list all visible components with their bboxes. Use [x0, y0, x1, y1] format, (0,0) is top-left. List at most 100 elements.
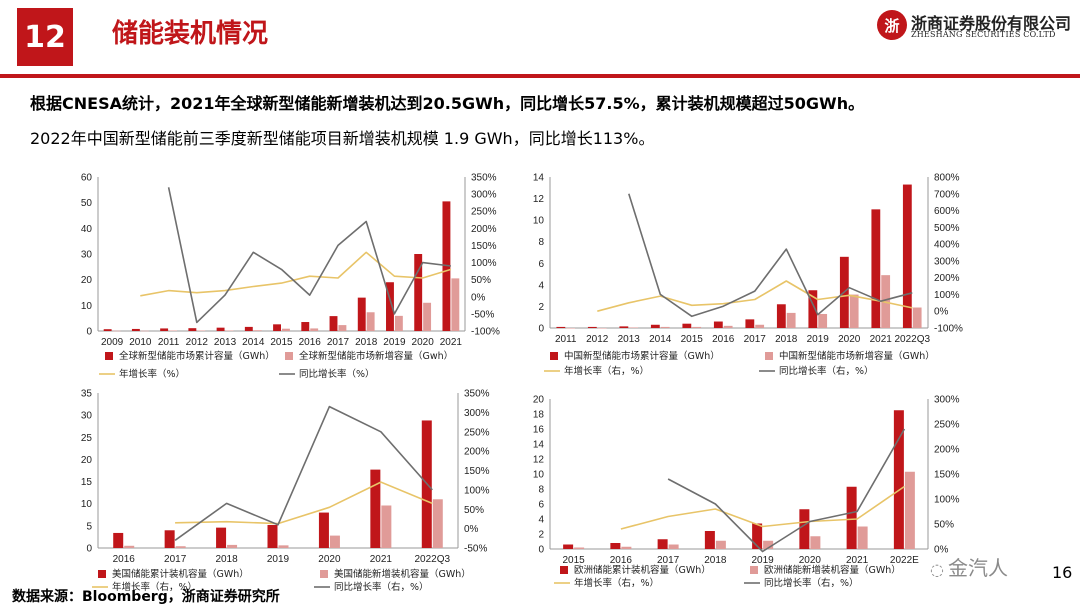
- watermark-text: 金汽人: [947, 556, 1008, 580]
- bar-new: [574, 547, 585, 549]
- x-tick-label: 2020: [412, 337, 435, 348]
- bar-cumulative: [808, 290, 818, 328]
- y-tick-label: 16: [533, 425, 545, 436]
- line-annual-growth: [175, 481, 433, 525]
- x-tick-label: 2016: [299, 337, 322, 348]
- bar-cumulative: [216, 327, 225, 331]
- line-annual-growth: [597, 280, 913, 312]
- y2-tick-label: 150%: [471, 241, 497, 252]
- bar-new: [282, 328, 290, 331]
- bar-cumulative: [329, 316, 338, 331]
- line-yoy-growth: [628, 193, 913, 318]
- legend-label: 美国储能新增装机容量（GWh）: [334, 568, 471, 580]
- bar-cumulative: [610, 543, 621, 549]
- bar-new: [169, 330, 177, 331]
- x-tick-label: 2016: [712, 334, 735, 345]
- y2-tick-label: -50%: [464, 544, 487, 555]
- bar-new: [197, 330, 206, 331]
- legend-swatch: [765, 352, 773, 360]
- y-tick-label: 25: [81, 433, 93, 444]
- x-tick-label: 2021: [440, 337, 463, 348]
- y2-tick-label: 50%: [464, 505, 484, 516]
- x-tick-label: 2019: [267, 554, 290, 565]
- y-tick-label: 30: [81, 411, 93, 422]
- y-tick-label: 4: [538, 280, 544, 291]
- legend-label: 同比增长率（右，%）: [779, 365, 874, 377]
- company-name-en: ZHESHANG SECURITIES CO.LTD: [911, 30, 1056, 39]
- bar-new: [394, 315, 403, 331]
- legend-swatch: [750, 566, 758, 574]
- bar-cumulative: [357, 297, 366, 331]
- y-tick-label: 50: [81, 198, 93, 209]
- lead-line-2: 2022年中国新型储能前三季度新型储能项目新增装机规模 1.9 GWh，同比增长…: [30, 129, 655, 148]
- bar-new: [723, 325, 733, 328]
- bar-new: [227, 544, 238, 548]
- bar-new: [253, 330, 262, 331]
- x-tick-label: 2011: [158, 337, 180, 348]
- bar-new: [597, 328, 607, 329]
- y2-tick-label: 200%: [464, 447, 490, 458]
- y2-tick-label: 200%: [934, 273, 960, 284]
- x-tick-label: 2016: [610, 555, 633, 566]
- bar-new: [692, 326, 702, 328]
- y2-tick-label: -100%: [471, 327, 500, 338]
- y-tick-label: 60: [81, 173, 93, 184]
- x-tick-label: 2020: [838, 334, 861, 345]
- legend-label: 欧洲储能累计装机容量（GWh）: [574, 564, 711, 576]
- bar-cumulative: [846, 486, 857, 549]
- line-yoy-growth: [174, 405, 433, 541]
- y-tick-label: 5: [86, 521, 92, 532]
- y-tick-label: 20: [533, 395, 545, 406]
- y2-tick-label: 0%: [934, 545, 949, 556]
- x-tick-label: 2012: [186, 337, 209, 348]
- y2-tick-label: 400%: [934, 240, 960, 251]
- y2-tick-label: -50%: [471, 309, 494, 320]
- y2-tick-label: 100%: [934, 495, 960, 506]
- bar-cumulative: [160, 328, 169, 331]
- bar-cumulative: [267, 524, 278, 548]
- bar-cumulative: [713, 321, 723, 328]
- y-tick-label: 40: [81, 224, 93, 235]
- x-tick-label: 2022Q3: [894, 334, 930, 345]
- company-logo: 浙 浙商证券股份有限公司 ZHESHANG SECURITIES CO.LTD: [877, 8, 1071, 48]
- x-tick-label: 2013: [618, 334, 641, 345]
- bar-new: [810, 536, 821, 549]
- x-tick-label: 2020: [799, 555, 822, 566]
- y2-tick-label: 250%: [934, 420, 960, 431]
- y2-tick-label: 350%: [471, 173, 497, 184]
- legend-swatch: [98, 570, 106, 578]
- page-number: 16: [1052, 563, 1073, 582]
- legend-swatch: [320, 570, 328, 578]
- x-tick-label: 2022E: [890, 555, 919, 566]
- x-tick-label: 2010: [129, 337, 152, 348]
- bar-cumulative: [113, 532, 124, 548]
- bar-cumulative: [776, 304, 786, 328]
- bar-new: [660, 326, 670, 328]
- legend-label: 中国新型储能市场累计容量（GWh）: [564, 350, 720, 362]
- bar-cumulative: [902, 184, 912, 328]
- bar-new: [124, 545, 135, 548]
- y2-tick-label: -100%: [934, 324, 963, 335]
- x-tick-label: 2013: [214, 337, 237, 348]
- y2-tick-label: 0%: [464, 524, 479, 535]
- bar-new: [310, 328, 319, 331]
- legend-swatch: [105, 352, 113, 360]
- bar-cumulative: [704, 531, 715, 549]
- legend-label: 年增长率（右，%）: [564, 365, 649, 377]
- x-tick-label: 2018: [355, 337, 378, 348]
- logo-mark-icon: 浙: [877, 10, 907, 40]
- wechat-icon: ◌: [930, 560, 944, 579]
- legend-swatch: [285, 352, 293, 360]
- legend-label: 年增长率（%）: [119, 368, 185, 380]
- x-tick-label: 2015: [270, 337, 293, 348]
- bar-cumulative: [657, 539, 668, 549]
- bar-new: [225, 330, 234, 331]
- x-tick-label: 2022Q3: [414, 554, 450, 565]
- line-yoy-growth: [167, 187, 451, 324]
- x-tick-label: 2014: [649, 334, 672, 345]
- bar-cumulative: [301, 322, 310, 331]
- bar-new: [175, 546, 186, 548]
- y-tick-label: 8: [538, 237, 544, 248]
- bar-cumulative: [386, 282, 394, 331]
- x-tick-label: 2019: [752, 555, 775, 566]
